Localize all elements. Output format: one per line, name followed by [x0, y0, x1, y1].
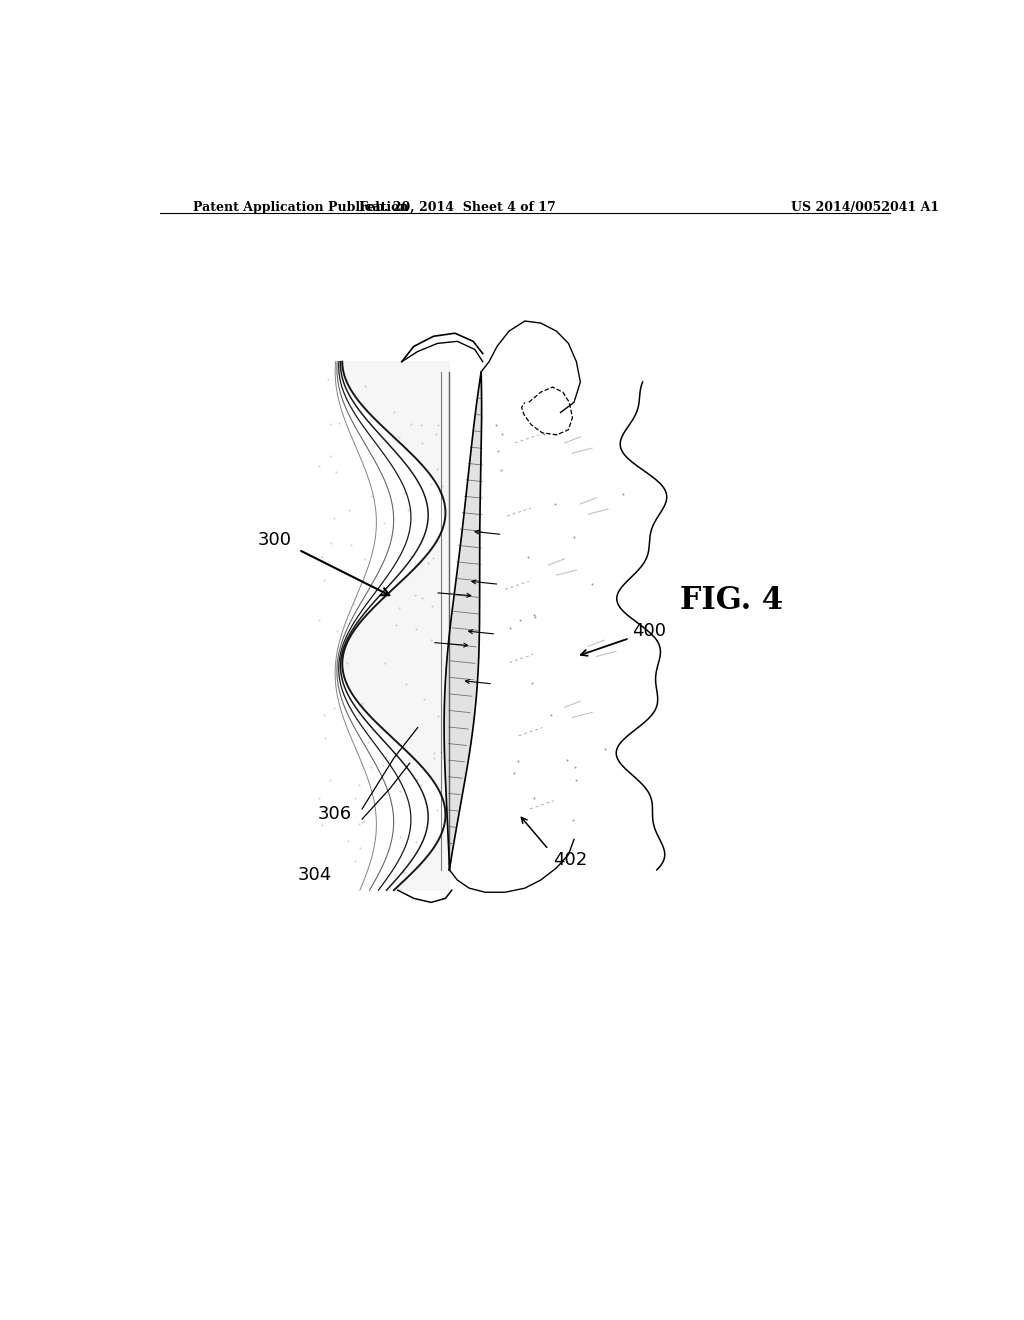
Text: Patent Application Publication: Patent Application Publication	[194, 201, 409, 214]
Text: 306: 306	[317, 805, 351, 822]
Polygon shape	[342, 362, 450, 890]
Text: FIG. 4: FIG. 4	[680, 585, 782, 616]
Text: Feb. 20, 2014  Sheet 4 of 17: Feb. 20, 2014 Sheet 4 of 17	[359, 201, 556, 214]
Text: US 2014/0052041 A1: US 2014/0052041 A1	[791, 201, 939, 214]
Text: 304: 304	[297, 866, 332, 884]
Text: 400: 400	[632, 622, 666, 640]
Text: 402: 402	[553, 850, 587, 869]
Polygon shape	[444, 372, 481, 870]
Text: 300: 300	[258, 531, 292, 549]
